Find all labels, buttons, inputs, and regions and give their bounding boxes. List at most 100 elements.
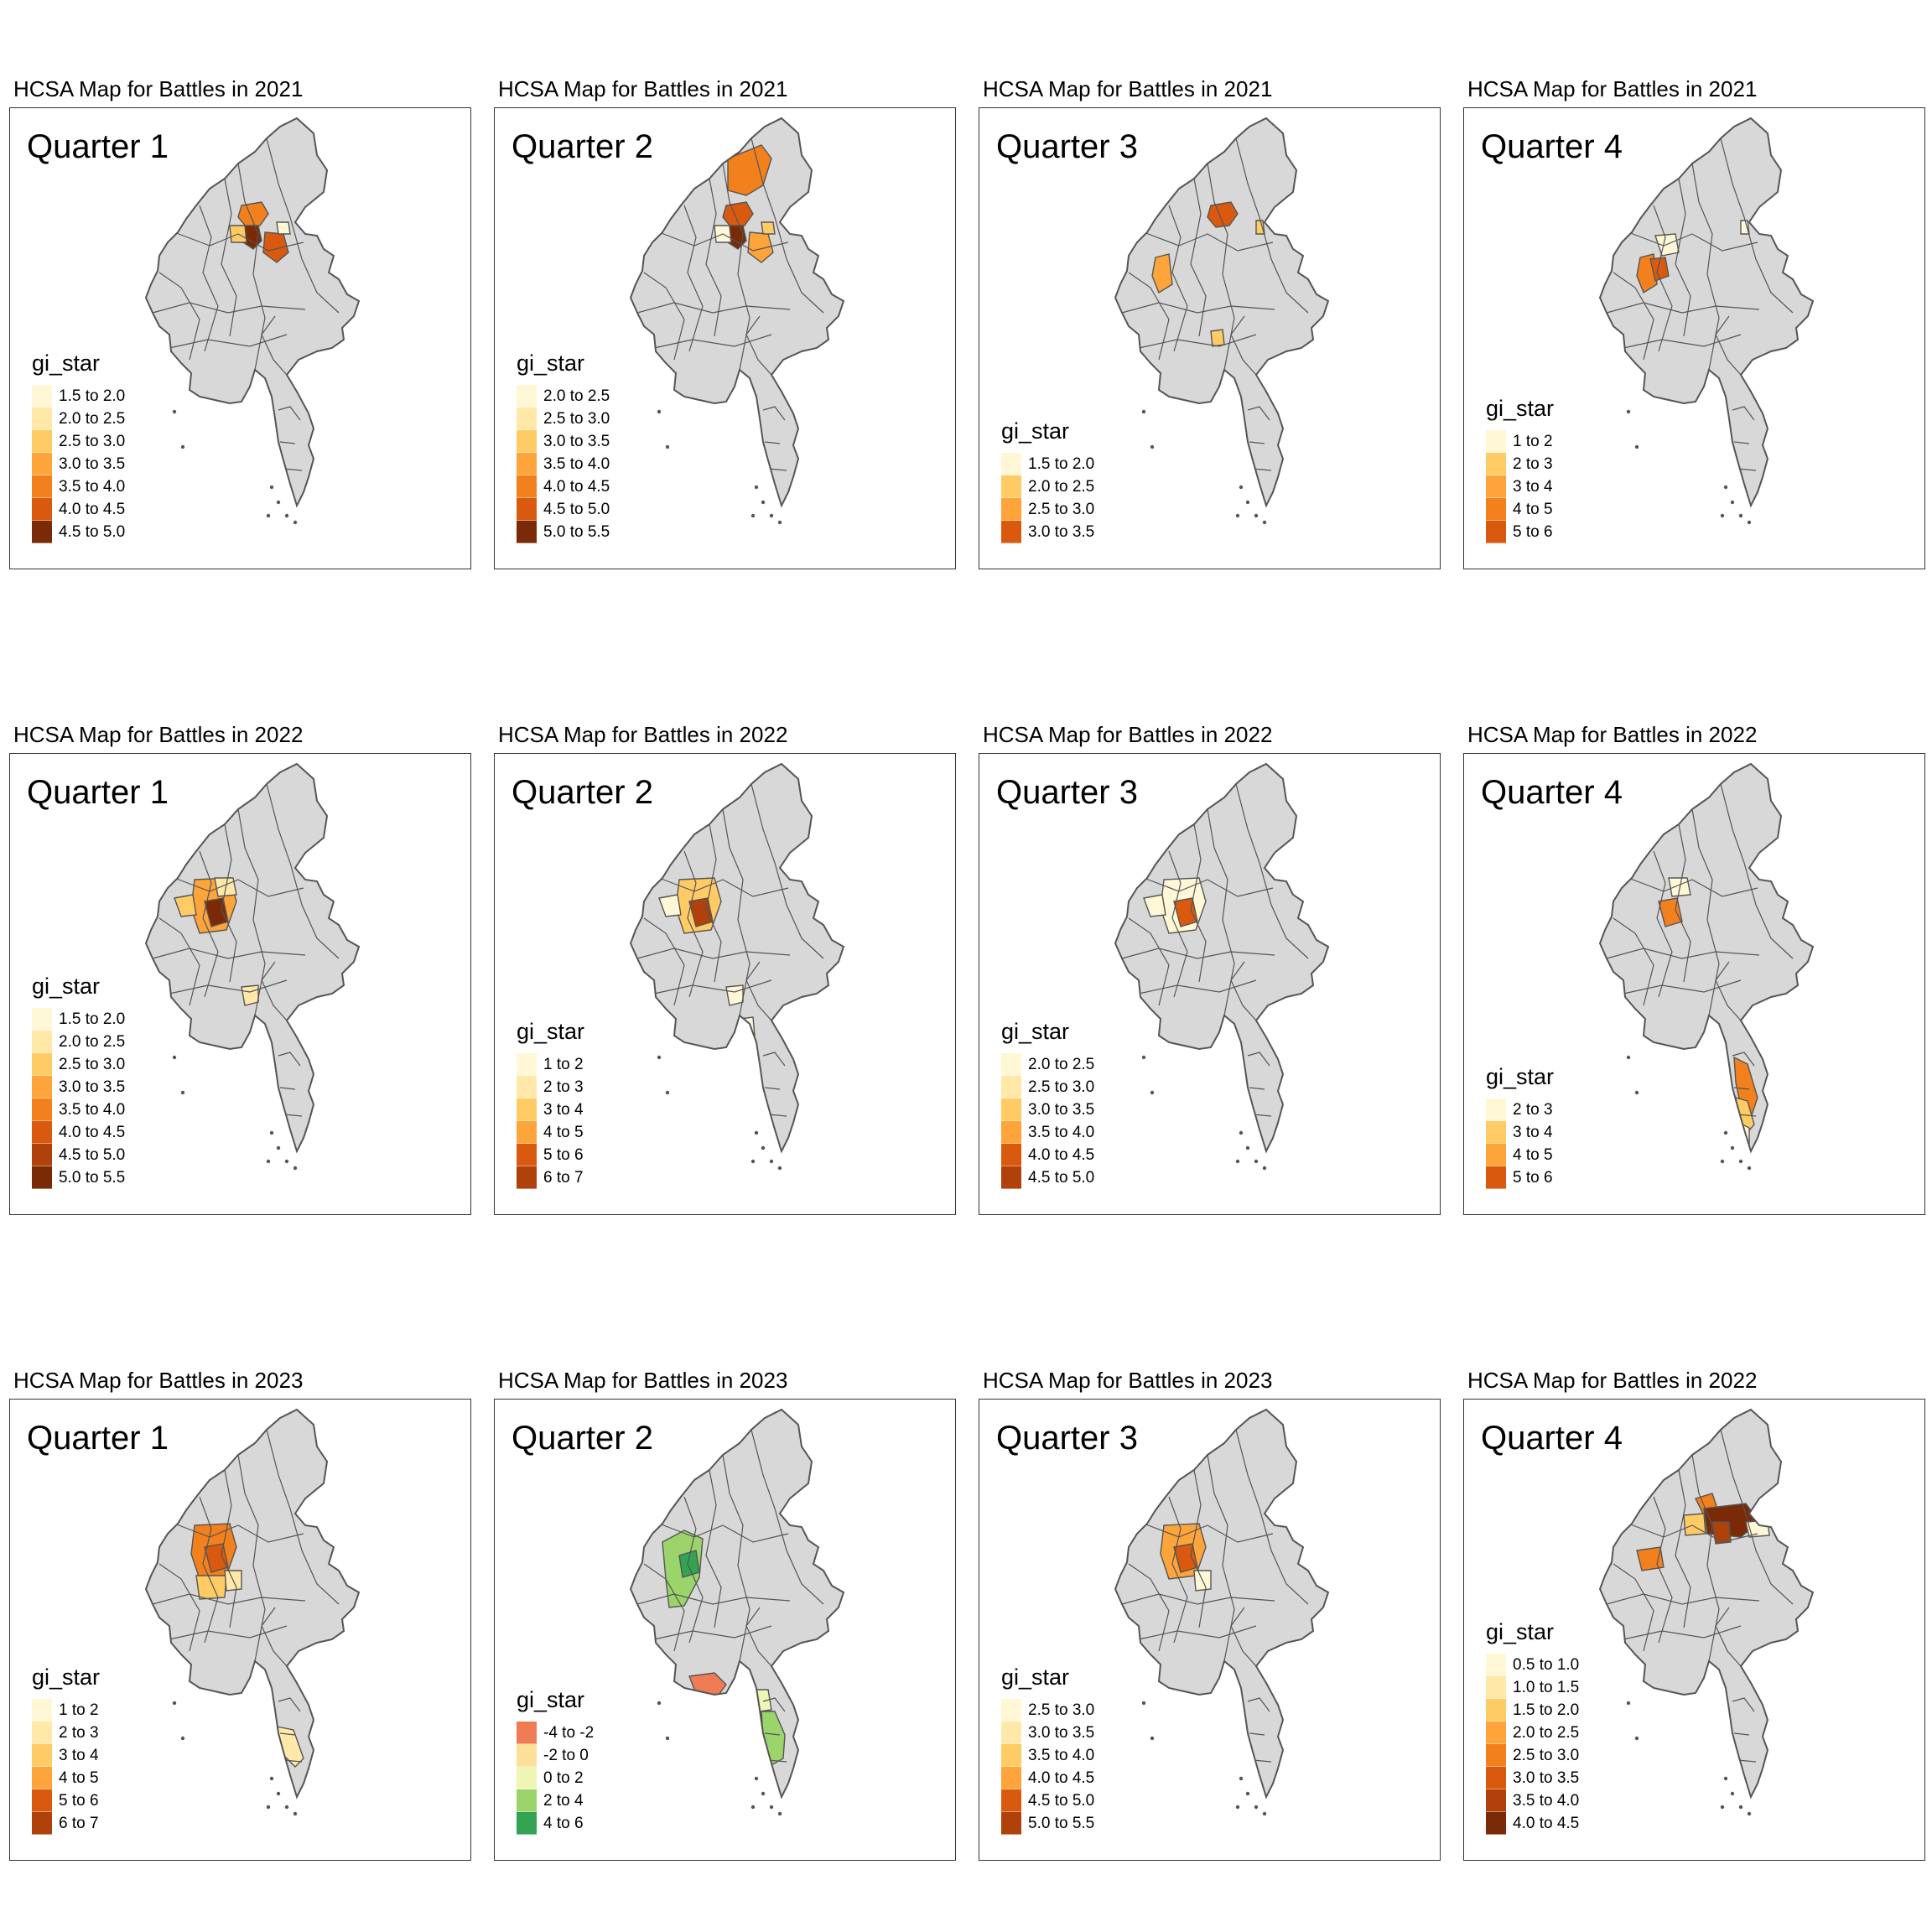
legend-swatch	[32, 1031, 52, 1053]
island-dot	[1738, 1159, 1743, 1164]
island-dot	[777, 520, 782, 525]
legend-label: 4 to 5	[1513, 500, 1553, 518]
district-boundary	[1715, 961, 1742, 1021]
island-dot	[1723, 485, 1728, 490]
district-boundary	[1653, 205, 1673, 352]
legend-swatch	[1486, 1722, 1506, 1744]
legend-label: 1.5 to 2.0	[1513, 1701, 1580, 1719]
map-frame: Quarter 3 gi_star 1.5 to 2.0 2.0 to 2.5 2.5 …	[979, 107, 1441, 569]
district-boundary	[1720, 783, 1794, 959]
district-boundary	[745, 315, 772, 376]
legend-item: 1.5 to 2.0	[1486, 1699, 1579, 1722]
district-boundary	[278, 1697, 301, 1712]
island-dot	[266, 1805, 271, 1810]
panel-title: HCSA Map for Battles in 2022	[1467, 722, 1758, 747]
legend-item: 3.0 to 3.5	[1486, 1767, 1579, 1789]
legend-label: 5.0 to 5.5	[59, 1168, 126, 1187]
legend-label: 3 to 4	[59, 1746, 99, 1764]
district-boundary	[745, 1607, 772, 1667]
legend-label: 2.5 to 3.0	[59, 432, 126, 450]
legend: gi_star 2.0 to 2.5 2.5 to 3.0 3.0 to 3.5 3.5…	[517, 351, 610, 543]
island-dot	[1747, 520, 1752, 525]
legend-swatch	[1001, 475, 1021, 498]
legend-label: 3.5 to 4.0	[1028, 1746, 1095, 1764]
island-dot	[1235, 1159, 1240, 1164]
island-dot	[1245, 1791, 1250, 1796]
legend-item: 6 to 7	[517, 1166, 584, 1189]
legend-label: 4.5 to 5.0	[543, 500, 610, 518]
district-boundary	[1732, 1697, 1755, 1712]
panel-title: HCSA Map for Battles in 2022	[1467, 1368, 1758, 1393]
legend-swatch	[1001, 1789, 1021, 1812]
quarter-label: Quarter 4	[1481, 128, 1623, 165]
district-boundary	[1733, 441, 1750, 444]
legend-swatch	[1486, 475, 1506, 498]
map-panel: HCSA Map for Battles in 2022 Quarter 4 gi_…	[1454, 646, 1925, 1215]
legend-item: 4 to 6	[517, 1812, 594, 1835]
legend-swatch	[32, 1744, 52, 1767]
legend-item: -2 to 0	[517, 1744, 594, 1767]
legend-swatch	[517, 430, 537, 453]
island-dot	[284, 1805, 289, 1810]
legend-swatch	[32, 408, 52, 430]
legend-item: 2.5 to 3.0	[1486, 1744, 1579, 1767]
island-dot	[180, 1736, 185, 1741]
district-boundary	[745, 961, 772, 1021]
district-boundaries	[152, 1429, 340, 1763]
island-dot	[1254, 513, 1259, 518]
legend-swatch	[517, 1767, 537, 1789]
legend-label: 2.0 to 2.5	[59, 1032, 126, 1051]
legend-item: 2.5 to 3.0	[32, 1053, 125, 1076]
legend-swatch	[32, 1076, 52, 1098]
district-boundary	[1606, 1593, 1760, 1605]
legend-label: 4.5 to 5.0	[59, 1145, 126, 1164]
legend-label: 2.0 to 2.5	[59, 409, 126, 428]
district-boundary	[1675, 823, 1691, 983]
legend-swatch	[1001, 1699, 1021, 1722]
legend-item: 2.0 to 2.5	[32, 1031, 125, 1053]
country-fill	[631, 1410, 844, 1797]
district-boundary	[1720, 1429, 1794, 1605]
legend-swatch	[32, 1166, 52, 1189]
legend-item: 4 to 5	[1486, 1144, 1554, 1166]
legend-item: 3.0 to 3.5	[32, 1076, 125, 1098]
island-dot	[276, 500, 281, 505]
island-dot	[1239, 1776, 1244, 1781]
district-boundaries	[1606, 1429, 1794, 1763]
legend-label: 4.0 to 4.5	[543, 477, 610, 496]
hotspot-region	[761, 221, 776, 235]
district-boundary	[1606, 302, 1760, 314]
legend-item: 2.5 to 3.0	[1001, 498, 1094, 521]
legend-label: 1 to 2	[59, 1701, 99, 1719]
legend-item: 1 to 2	[517, 1053, 584, 1076]
country-outline	[1114, 762, 1330, 1154]
legend: gi_star 2 to 3 3 to 4 4 to 5 5 to 6	[1486, 1064, 1554, 1189]
district-boundary	[764, 1732, 781, 1736]
legend-title: gi_star	[1486, 1064, 1555, 1089]
legend-swatch	[1486, 1166, 1506, 1189]
district-boundary	[279, 1732, 296, 1736]
legend-label: 3.0 to 3.5	[543, 432, 610, 450]
legend-label: 1 to 2	[543, 1055, 584, 1073]
island-dot	[777, 1811, 782, 1816]
country-outline	[1598, 117, 1815, 508]
legend-label: 0 to 2	[543, 1768, 584, 1787]
district-boundary	[683, 850, 704, 998]
district-boundary	[1128, 1563, 1170, 1652]
district-boundary	[722, 1454, 750, 1662]
legend-swatch	[1001, 521, 1021, 543]
island-dot	[1720, 1805, 1725, 1810]
map-frame: Quarter 3 gi_star 2.5 to 3.0 3.0 to 3.5 3.5 …	[979, 1399, 1441, 1861]
island-dot	[1150, 1736, 1155, 1741]
island-dot	[1738, 1805, 1743, 1810]
legend-swatch	[517, 1144, 537, 1166]
district-boundaries	[152, 783, 340, 1117]
panel-title: HCSA Map for Battles in 2023	[13, 1368, 304, 1393]
legend-item: 5 to 6	[1486, 521, 1554, 543]
legend-swatch	[517, 453, 537, 475]
map-frame: Quarter 1 gi_star 1.5 to 2.0 2.0 to 2.5 2.5 …	[9, 753, 471, 1215]
district-boundary	[1207, 808, 1235, 1016]
island-dot	[750, 1805, 756, 1810]
island-dot	[1262, 1811, 1267, 1816]
legend: gi_star 2.5 to 3.0 3.0 to 3.5 3.5 to 4.0 4.0…	[1001, 1665, 1094, 1835]
